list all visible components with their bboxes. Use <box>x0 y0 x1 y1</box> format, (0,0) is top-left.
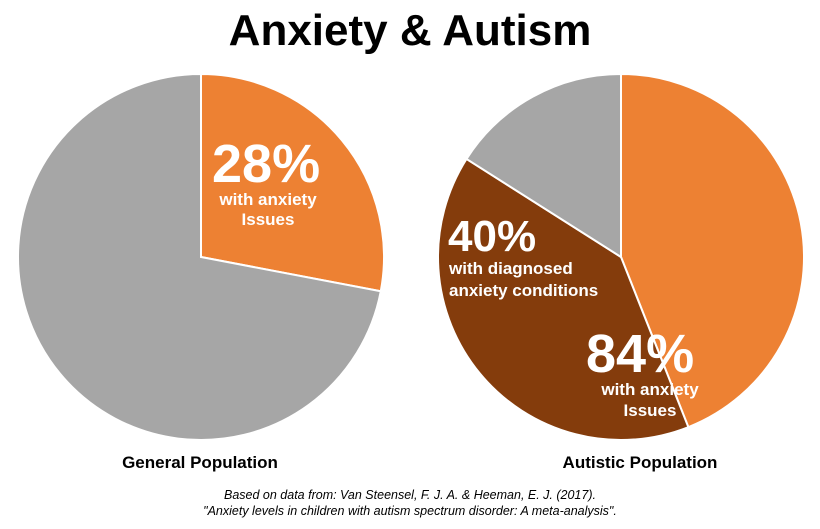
caption-autistic-population: Autistic Population <box>562 453 718 472</box>
source-line-2: "Anxiety levels in children with autism … <box>203 504 617 518</box>
pie-autistic-population <box>437 72 805 441</box>
label-autistic-diagnosed-pct: 40% <box>448 212 536 261</box>
label-general-anxiety-line2: Issues <box>242 210 295 229</box>
label-autistic-total-line2: Issues <box>624 401 677 420</box>
label-general-anxiety-pct: 28% <box>212 134 320 194</box>
pie2-slice-with-anxiety-issues <box>620 72 805 429</box>
pie1-slice-other <box>17 72 382 441</box>
caption-general-population: General Population <box>122 453 278 472</box>
label-general-anxiety-line1: with anxiety <box>218 190 317 209</box>
pie2-slice-with-diagnosed-anxiety-conditions <box>437 157 690 441</box>
pie1-slice-with-anxiety-issues <box>200 72 385 293</box>
source-line-1: Based on data from: Van Steensel, F. J. … <box>224 488 596 502</box>
pie-general-population <box>17 72 385 441</box>
pie2-slice-other <box>465 72 622 259</box>
label-autistic-diagnosed-line1: with diagnosed <box>448 259 573 278</box>
chart-title: Anxiety & Autism <box>228 6 592 55</box>
source-citation: Based on data from: Van Steensel, F. J. … <box>0 487 820 519</box>
label-autistic-total-pct: 84% <box>586 324 694 384</box>
label-autistic-diagnosed-line2: anxiety conditions <box>449 281 598 300</box>
label-autistic-total-line1: with anxiety <box>600 380 699 399</box>
